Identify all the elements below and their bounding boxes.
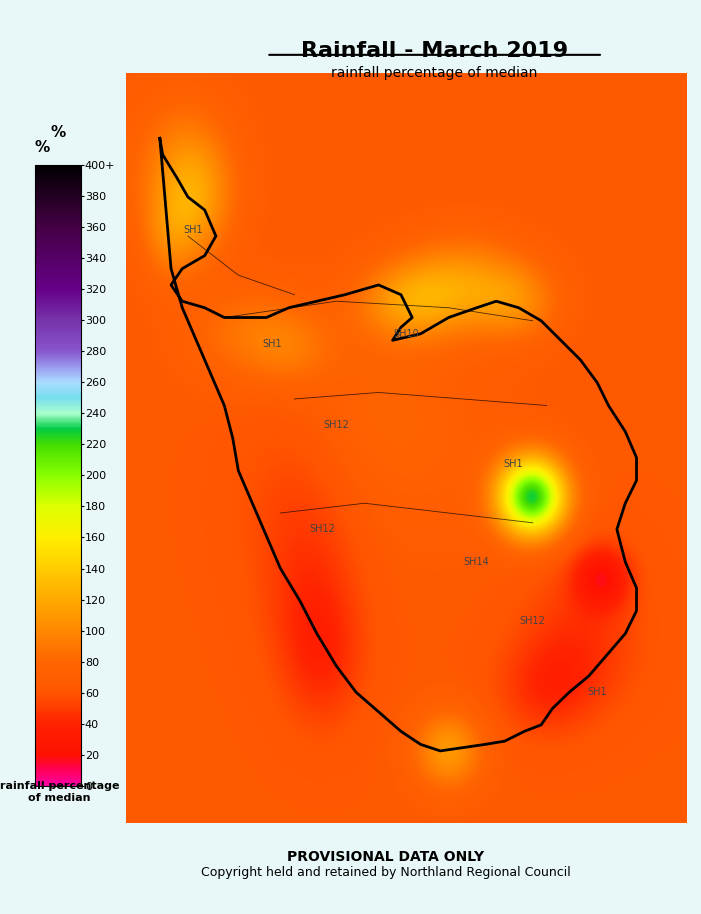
Text: %: % xyxy=(50,124,65,140)
Text: SH1: SH1 xyxy=(184,225,203,235)
Text: rainfall percentage
of median: rainfall percentage of median xyxy=(0,781,119,803)
Text: SH1: SH1 xyxy=(587,687,607,697)
Text: Copyright held and retained by Northland Regional Council: Copyright held and retained by Northland… xyxy=(200,866,571,879)
Text: SH12: SH12 xyxy=(324,420,349,430)
Text: PROVISIONAL DATA ONLY: PROVISIONAL DATA ONLY xyxy=(287,850,484,864)
Text: Rainfall - March 2019: Rainfall - March 2019 xyxy=(301,41,569,61)
Text: SH14: SH14 xyxy=(464,557,489,567)
Text: SH10: SH10 xyxy=(394,329,419,339)
Text: SH12: SH12 xyxy=(310,525,335,535)
Text: rainfall percentage of median: rainfall percentage of median xyxy=(332,66,538,80)
Text: SH1: SH1 xyxy=(503,459,523,469)
Text: SH12: SH12 xyxy=(520,615,545,625)
Text: %: % xyxy=(34,141,50,155)
Text: SH1: SH1 xyxy=(262,338,282,348)
